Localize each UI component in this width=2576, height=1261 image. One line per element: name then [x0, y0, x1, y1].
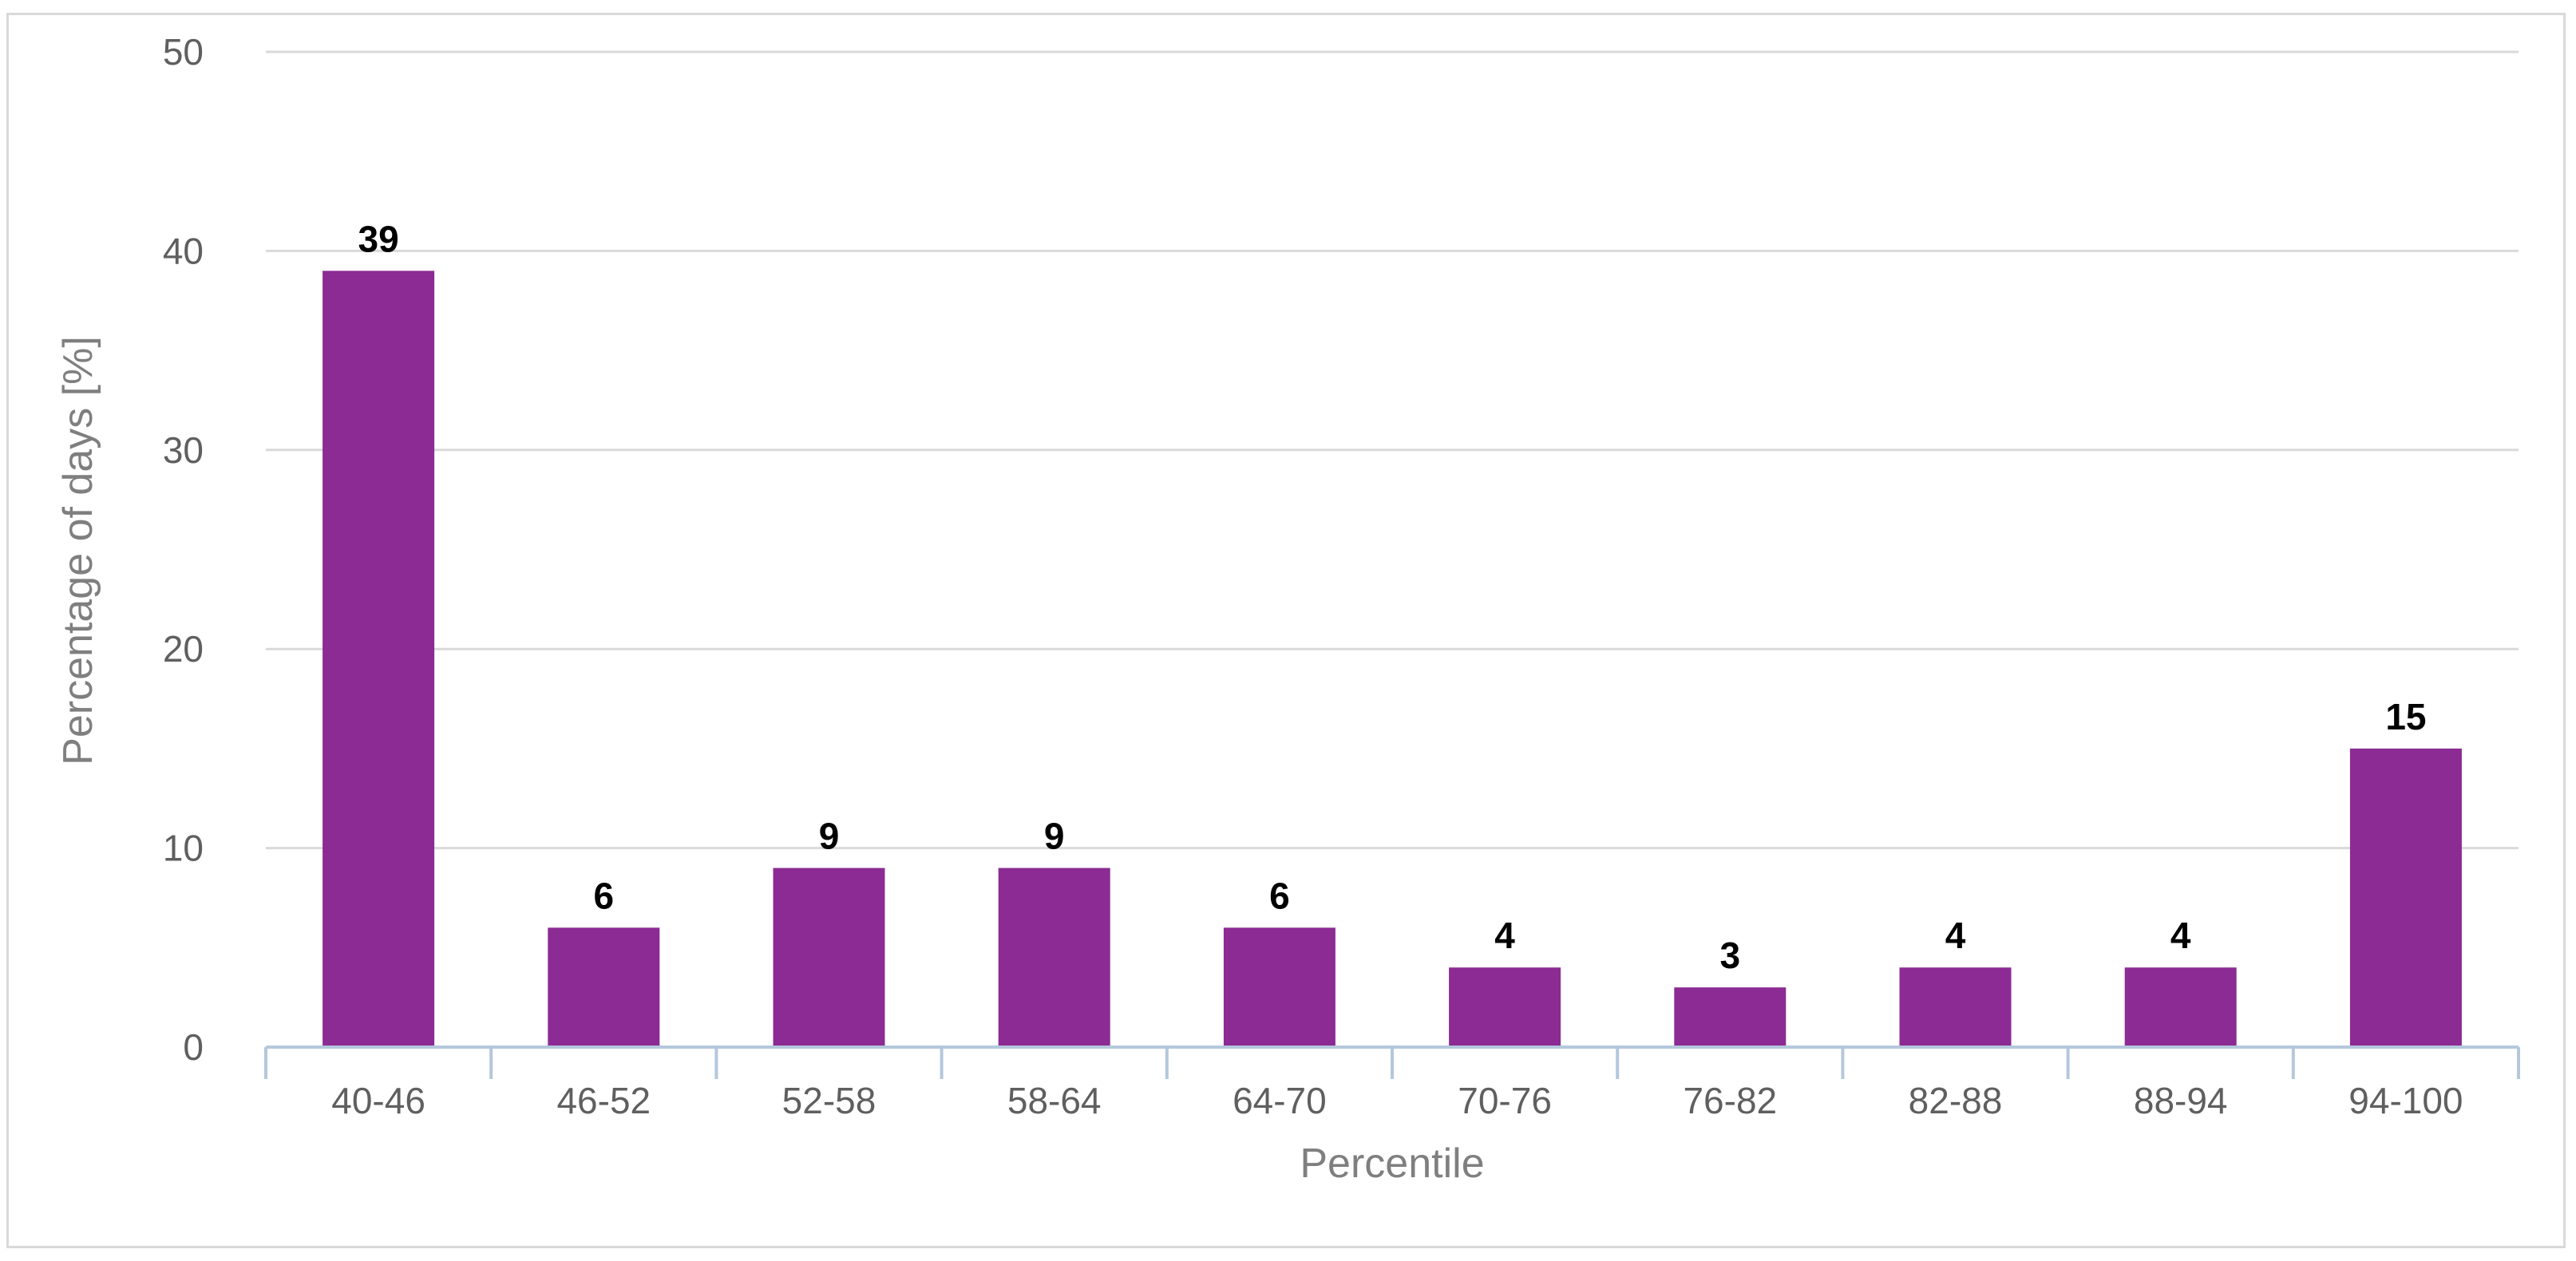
y-tick-label: 40	[163, 230, 204, 271]
bar-88-94	[2124, 967, 2237, 1047]
data-label: 9	[819, 816, 840, 857]
data-label: 3	[1720, 935, 1741, 976]
bar-52-58	[773, 868, 885, 1047]
x-tick-label: 40-46	[331, 1080, 425, 1121]
bar-46-52	[548, 927, 660, 1047]
bars	[322, 271, 2462, 1048]
bar-94-100	[2349, 748, 2462, 1047]
data-label: 39	[358, 218, 399, 259]
y-axis-title: Percentage of days [%]	[55, 336, 101, 765]
x-tick-label: 58-64	[1007, 1080, 1102, 1121]
y-tick-label: 0	[183, 1026, 204, 1068]
x-tick-label: 52-58	[782, 1080, 876, 1121]
bar-76-82	[1674, 987, 1787, 1047]
x-axis-ticks: 40-46 46-52 52-58 58-64 64-70 70-76 76-82 82-88…	[331, 1080, 2463, 1121]
gridlines	[266, 50, 2519, 850]
data-label: 4	[2170, 915, 2191, 956]
data-label: 6	[594, 875, 615, 916]
y-axis-ticks: 0 10 20 30 40 50	[163, 31, 204, 1068]
y-tick-label: 20	[163, 628, 204, 670]
x-tick-label: 70-76	[1458, 1080, 1552, 1121]
bar-64-70	[1223, 927, 1335, 1047]
bar-70-76	[1449, 967, 1561, 1047]
x-tick-label: 76-82	[1683, 1080, 1777, 1121]
data-labels: 39 6 9 9 6 4 3 4 4 15	[358, 218, 2427, 976]
y-tick-label: 30	[163, 429, 204, 471]
y-tick-label: 10	[163, 828, 204, 869]
data-label: 4	[1945, 915, 1966, 956]
x-tick-label: 46-52	[556, 1080, 651, 1121]
bar-40-46	[322, 271, 435, 1048]
bar-82-88	[1899, 967, 2012, 1047]
x-axis	[264, 1046, 2520, 1079]
y-tick-label: 50	[163, 31, 204, 73]
x-tick-label: 82-88	[1909, 1080, 2003, 1121]
x-tick-label: 94-100	[2348, 1080, 2463, 1121]
data-label: 6	[1269, 875, 1290, 916]
x-tick-label: 88-94	[2134, 1080, 2228, 1121]
data-label: 4	[1494, 915, 1515, 956]
x-axis-title: Percentile	[1300, 1140, 1484, 1187]
x-tick-label: 64-70	[1233, 1080, 1327, 1121]
data-label: 15	[2385, 696, 2426, 737]
bar-58-64	[998, 868, 1110, 1047]
data-label: 9	[1044, 816, 1065, 857]
